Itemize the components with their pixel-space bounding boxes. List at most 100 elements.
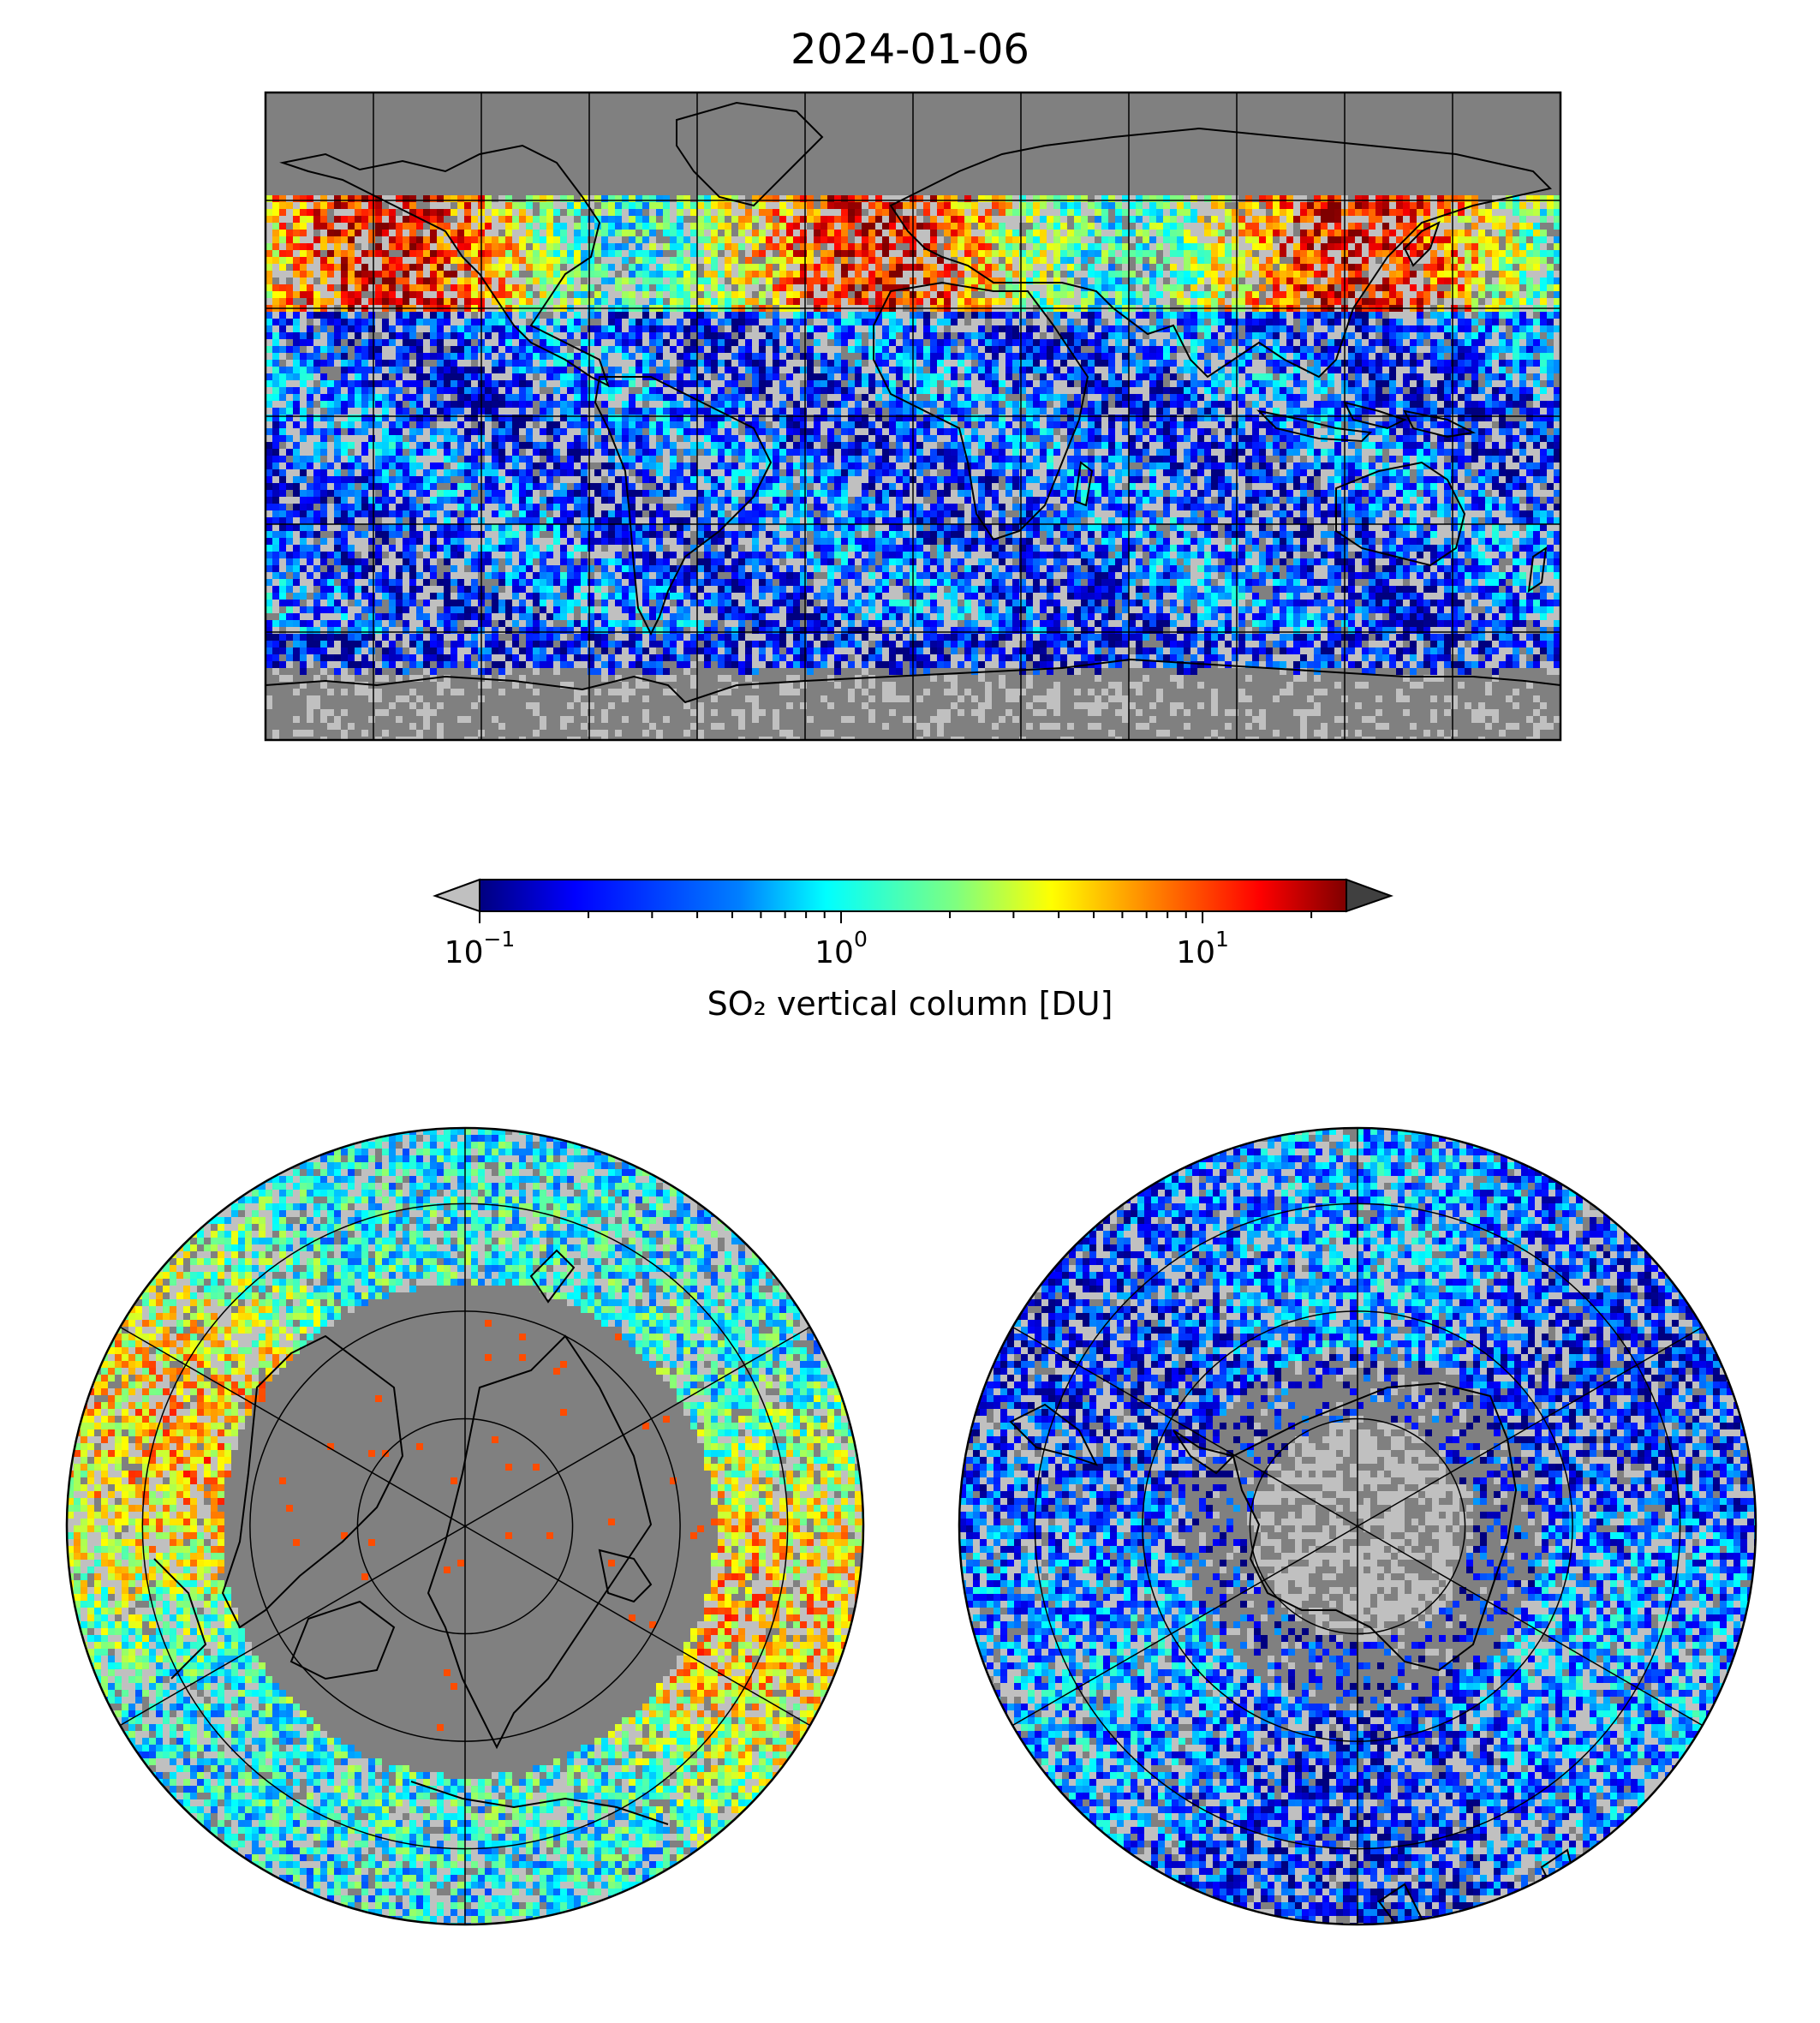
data-cell <box>471 264 478 271</box>
data-cell <box>1430 195 1437 202</box>
data-cell <box>636 264 642 271</box>
data-cell <box>1040 202 1047 209</box>
data-cell <box>718 312 725 319</box>
data-cell <box>1012 312 1019 319</box>
data-cell <box>752 195 759 202</box>
data-cell <box>389 373 396 380</box>
data-cell <box>1012 332 1019 339</box>
data-cell <box>1170 243 1177 250</box>
data-cell <box>1170 202 1177 209</box>
data-cell <box>286 291 293 298</box>
data-cell <box>725 339 731 346</box>
data-cell <box>1437 243 1444 250</box>
data-cell <box>300 243 307 250</box>
data-cell <box>1095 353 1101 360</box>
data-cell <box>327 353 334 360</box>
data-cell <box>1423 277 1430 284</box>
data-cell <box>773 353 779 360</box>
data-cell <box>848 298 855 305</box>
data-cell <box>1129 223 1136 230</box>
data-cell <box>1547 284 1554 291</box>
data-cell <box>437 195 444 202</box>
data-cell <box>1492 209 1499 216</box>
data-cell <box>1074 339 1081 346</box>
data-cell <box>1095 195 1101 202</box>
data-cell <box>279 373 286 380</box>
data-cell <box>567 223 574 230</box>
data-cell <box>964 216 971 223</box>
data-cell <box>1458 216 1465 223</box>
data-cell <box>882 209 889 216</box>
data-cell <box>752 312 759 319</box>
data-cell <box>1533 325 1540 332</box>
data-cell <box>800 367 807 373</box>
data-cell <box>779 264 786 271</box>
data-cell <box>711 216 718 223</box>
data-cell <box>293 291 300 298</box>
data-cell <box>1211 332 1218 339</box>
data-cell <box>663 236 670 243</box>
data-cell <box>416 339 423 346</box>
data-cell <box>738 223 745 230</box>
data-cell <box>396 236 403 243</box>
data-cell <box>1499 325 1506 332</box>
data-cell <box>1423 230 1430 236</box>
data-cell <box>1115 346 1122 353</box>
data-cell <box>368 230 375 236</box>
data-cell <box>430 284 437 291</box>
data-cell <box>1136 195 1143 202</box>
data-cell <box>1519 291 1526 298</box>
data-cell <box>457 277 464 284</box>
data-cell <box>1143 367 1149 373</box>
data-cell <box>341 223 348 230</box>
data-cell <box>1095 230 1101 236</box>
data-cell <box>663 339 670 346</box>
data-cell <box>615 291 622 298</box>
data-cell <box>1211 319 1218 325</box>
data-cell <box>279 325 286 332</box>
data-cell <box>1149 360 1156 367</box>
data-cell <box>1513 243 1519 250</box>
data-cell <box>1423 339 1430 346</box>
data-cell <box>807 298 814 305</box>
data-cell <box>1136 339 1143 346</box>
data-cell <box>930 367 937 373</box>
data-cell <box>286 257 293 264</box>
data-cell <box>272 216 279 223</box>
data-cell <box>1252 257 1259 264</box>
data-cell <box>683 223 690 230</box>
data-cell <box>1430 264 1437 271</box>
data-cell <box>327 271 334 277</box>
data-cell <box>1026 360 1033 367</box>
data-cell <box>533 223 540 230</box>
data-cell <box>1437 250 1444 257</box>
data-cell <box>1334 216 1341 223</box>
data-cell <box>1204 209 1211 216</box>
data-cell <box>814 202 820 209</box>
data-cell <box>389 216 396 223</box>
data-cell <box>307 271 313 277</box>
data-cell <box>546 367 553 373</box>
data-cell <box>958 291 964 298</box>
data-cell <box>786 353 793 360</box>
data-cell <box>1499 332 1506 339</box>
data-cell <box>320 284 327 291</box>
data-cell <box>1081 257 1088 264</box>
data-cell <box>403 250 409 257</box>
data-cell <box>423 312 430 319</box>
data-cell <box>656 291 663 298</box>
data-cell <box>279 284 286 291</box>
data-cell <box>677 298 683 305</box>
data-cell <box>1307 264 1314 271</box>
data-cell <box>266 264 272 271</box>
data-cell <box>1095 223 1101 230</box>
data-cell <box>1156 209 1163 216</box>
data-cell <box>793 373 800 380</box>
data-cell <box>1430 284 1437 291</box>
data-cell <box>1053 236 1060 243</box>
data-cell <box>1547 319 1554 325</box>
data-cell <box>1129 236 1136 243</box>
data-cell <box>841 339 848 346</box>
data-cell <box>1252 346 1259 353</box>
data-cell <box>786 312 793 319</box>
